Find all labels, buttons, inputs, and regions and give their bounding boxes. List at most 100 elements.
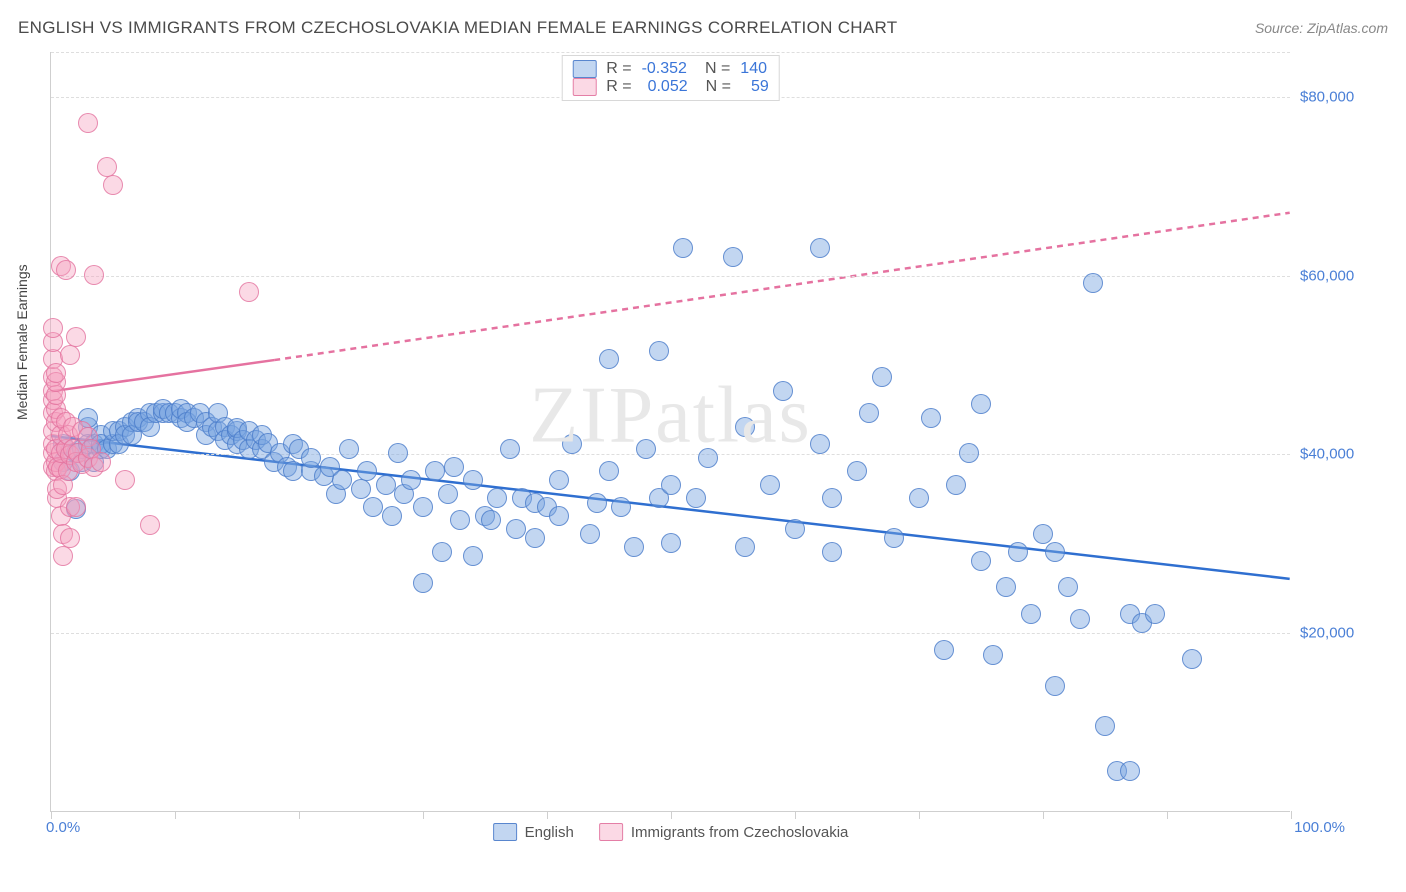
data-point-english: [363, 497, 383, 517]
data-point-english: [847, 461, 867, 481]
data-point-english: [487, 488, 507, 508]
legend-correlation: R = -0.352 N = 140 R = 0.052 N = 59: [561, 55, 780, 101]
chart-title: ENGLISH VS IMMIGRANTS FROM CZECHOSLOVAKI…: [18, 18, 897, 38]
y-tick-label: $20,000: [1300, 625, 1380, 642]
data-point-english: [661, 533, 681, 553]
data-point-english: [463, 470, 483, 490]
data-point-english: [1095, 716, 1115, 736]
data-point-english: [432, 542, 452, 562]
data-point-english: [983, 645, 1003, 665]
data-point-english: [376, 475, 396, 495]
data-point-english: [785, 519, 805, 539]
data-point-english: [810, 238, 830, 258]
legend-swatch-blue: [493, 823, 517, 841]
data-point-english: [611, 497, 631, 517]
data-point-english: [760, 475, 780, 495]
data-point-english: [339, 439, 359, 459]
data-point-english: [735, 417, 755, 437]
data-point-english: [413, 497, 433, 517]
data-point-english: [525, 528, 545, 548]
y-axis-label: Median Female Earnings: [14, 264, 30, 420]
data-point-english: [661, 475, 681, 495]
x-tick-label-right: 100.0%: [1294, 819, 1345, 836]
data-point-english: [996, 577, 1016, 597]
x-tick-label-left: 0.0%: [46, 819, 80, 836]
data-point-czech: [56, 260, 76, 280]
data-point-english: [357, 461, 377, 481]
data-point-english: [872, 367, 892, 387]
data-point-english: [562, 434, 582, 454]
data-point-english: [599, 461, 619, 481]
data-point-english: [549, 470, 569, 490]
data-point-english: [580, 524, 600, 544]
data-point-english: [1083, 273, 1103, 293]
x-tick: [1043, 811, 1044, 819]
data-point-english: [444, 457, 464, 477]
data-point-english: [909, 488, 929, 508]
data-point-czech: [53, 546, 73, 566]
data-point-english: [1045, 676, 1065, 696]
data-point-english: [946, 475, 966, 495]
data-point-english: [500, 439, 520, 459]
data-point-czech: [239, 282, 259, 302]
data-point-english: [1145, 604, 1165, 624]
y-tick-label: $80,000: [1300, 88, 1380, 105]
data-point-english: [921, 408, 941, 428]
data-point-english: [934, 640, 954, 660]
data-point-english: [971, 394, 991, 414]
y-tick-label: $60,000: [1300, 267, 1380, 284]
data-point-english: [822, 488, 842, 508]
data-point-english: [624, 537, 644, 557]
data-point-czech: [43, 318, 63, 338]
legend-row-czech: R = 0.052 N = 59: [572, 78, 769, 96]
data-point-english: [1120, 761, 1140, 781]
x-tick: [1291, 811, 1292, 819]
data-point-english: [332, 470, 352, 490]
legend-swatch-pink: [599, 823, 623, 841]
source-label: Source: ZipAtlas.com: [1255, 20, 1388, 36]
data-point-english: [1021, 604, 1041, 624]
data-point-english: [283, 461, 303, 481]
x-tick: [795, 811, 796, 819]
data-point-czech: [140, 515, 160, 535]
x-tick: [671, 811, 672, 819]
header: ENGLISH VS IMMIGRANTS FROM CZECHOSLOVAKI…: [18, 18, 1388, 38]
data-point-english: [1033, 524, 1053, 544]
data-point-english: [1045, 542, 1065, 562]
legend-item-english: English: [493, 823, 574, 841]
data-point-english: [425, 461, 445, 481]
chart-area: ZIPatlas R = -0.352 N = 140 R = 0.052 N …: [50, 52, 1290, 812]
data-point-czech: [91, 452, 111, 472]
data-point-english: [351, 479, 371, 499]
x-tick: [919, 811, 920, 819]
x-tick: [51, 811, 52, 819]
legend-row-english: R = -0.352 N = 140: [572, 60, 769, 78]
data-point-czech: [78, 113, 98, 133]
legend-item-czech: Immigrants from Czechoslovakia: [599, 823, 849, 841]
data-point-czech: [115, 470, 135, 490]
data-point-english: [599, 349, 619, 369]
legend-swatch-blue: [572, 60, 596, 78]
gridline-h: [51, 52, 1290, 53]
data-point-english: [859, 403, 879, 423]
data-point-english: [587, 493, 607, 513]
data-point-english: [735, 537, 755, 557]
data-point-czech: [103, 175, 123, 195]
data-point-english: [481, 510, 501, 530]
data-point-english: [549, 506, 569, 526]
x-tick: [299, 811, 300, 819]
data-point-czech: [46, 363, 66, 383]
x-tick: [1167, 811, 1168, 819]
data-point-czech: [84, 265, 104, 285]
data-point-czech: [60, 345, 80, 365]
data-point-czech: [60, 528, 80, 548]
data-point-english: [698, 448, 718, 468]
data-point-english: [450, 510, 470, 530]
gridline-h: [51, 276, 1290, 277]
data-point-english: [401, 470, 421, 490]
x-tick: [175, 811, 176, 819]
legend-swatch-pink: [572, 78, 596, 96]
plot-surface: ZIPatlas R = -0.352 N = 140 R = 0.052 N …: [50, 52, 1290, 812]
data-point-english: [636, 439, 656, 459]
data-point-english: [884, 528, 904, 548]
